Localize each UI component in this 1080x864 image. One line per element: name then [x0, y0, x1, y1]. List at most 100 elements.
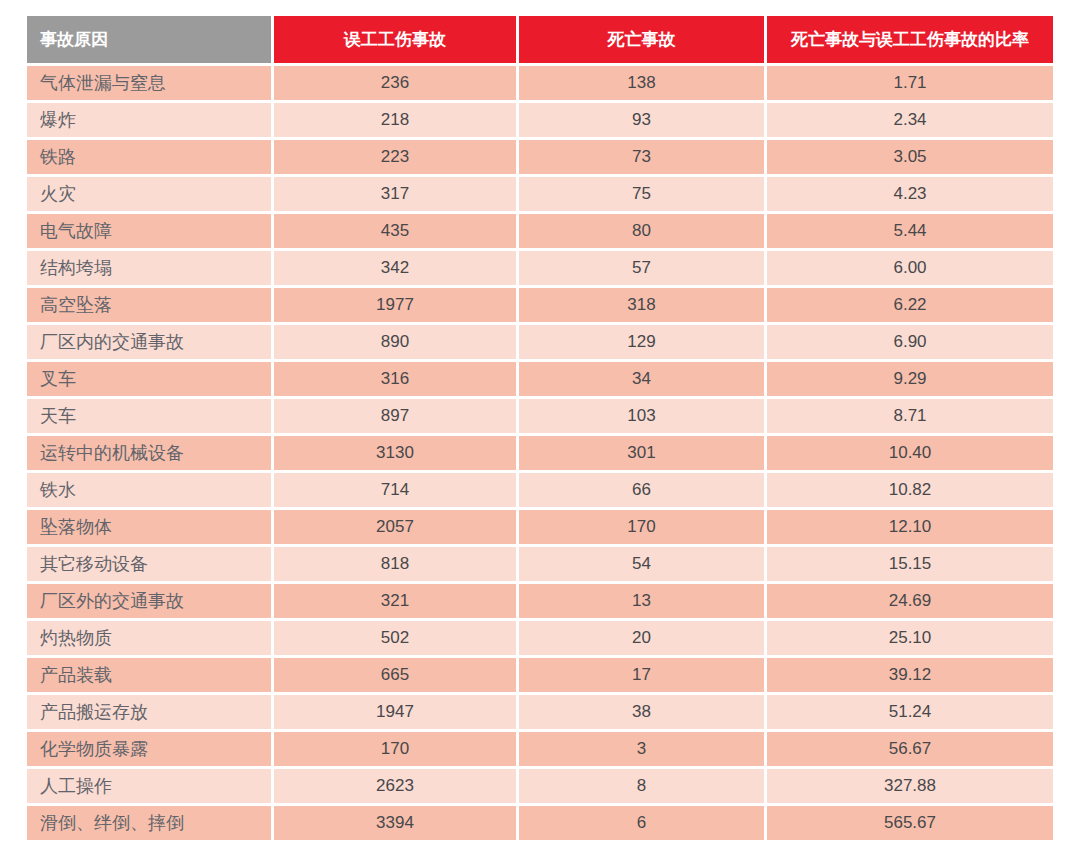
cause-cell: 结构垮塌: [27, 251, 271, 285]
fatal-cell: 8: [519, 769, 764, 803]
table-row: 铁路223733.05: [27, 140, 1053, 174]
cause-cell: 铁路: [27, 140, 271, 174]
lost-time-cell: 2057: [274, 510, 516, 544]
ratio-cell: 24.69: [767, 584, 1053, 618]
cause-cell: 铁水: [27, 473, 271, 507]
lost-time-cell: 435: [274, 214, 516, 248]
table-row: 人工操作26238327.88: [27, 769, 1053, 803]
table-row: 运转中的机械设备313030110.40: [27, 436, 1053, 470]
fatal-cell: 54: [519, 547, 764, 581]
lost-time-cell: 236: [274, 66, 516, 100]
lost-time-cell: 714: [274, 473, 516, 507]
table-row: 高空坠落19773186.22: [27, 288, 1053, 322]
lost-time-cell: 2623: [274, 769, 516, 803]
ratio-cell: 39.12: [767, 658, 1053, 692]
ratio-cell: 5.44: [767, 214, 1053, 248]
fatal-cell: 34: [519, 362, 764, 396]
cause-cell: 高空坠落: [27, 288, 271, 322]
fatal-cell: 138: [519, 66, 764, 100]
ratio-cell: 25.10: [767, 621, 1053, 655]
fatal-cell: 103: [519, 399, 764, 433]
table-row: 产品装载6651739.12: [27, 658, 1053, 692]
cause-cell: 其它移动设备: [27, 547, 271, 581]
accident-statistics-table: 事故原因 误工工伤事故 死亡事故 死亡事故与误工工伤事故的比率 气体泄漏与窒息2…: [24, 13, 1056, 843]
column-header-lost-time: 误工工伤事故: [274, 16, 516, 63]
table-row: 厂区内的交通事故8901296.90: [27, 325, 1053, 359]
lost-time-cell: 818: [274, 547, 516, 581]
cause-cell: 化学物质暴露: [27, 732, 271, 766]
fatal-cell: 75: [519, 177, 764, 211]
lost-time-cell: 897: [274, 399, 516, 433]
ratio-cell: 1.71: [767, 66, 1053, 100]
table-row: 厂区外的交通事故3211324.69: [27, 584, 1053, 618]
fatal-cell: 301: [519, 436, 764, 470]
ratio-cell: 6.90: [767, 325, 1053, 359]
cause-cell: 叉车: [27, 362, 271, 396]
fatal-cell: 57: [519, 251, 764, 285]
fatal-cell: 3: [519, 732, 764, 766]
lost-time-cell: 342: [274, 251, 516, 285]
cause-cell: 爆炸: [27, 103, 271, 137]
cause-cell: 产品装载: [27, 658, 271, 692]
table-row: 叉车316349.29: [27, 362, 1053, 396]
ratio-cell: 327.88: [767, 769, 1053, 803]
lost-time-cell: 890: [274, 325, 516, 359]
lost-time-cell: 223: [274, 140, 516, 174]
fatal-cell: 17: [519, 658, 764, 692]
table-row: 灼热物质5022025.10: [27, 621, 1053, 655]
lost-time-cell: 1947: [274, 695, 516, 729]
lost-time-cell: 665: [274, 658, 516, 692]
cause-cell: 厂区外的交通事故: [27, 584, 271, 618]
cause-cell: 滑倒、绊倒、摔倒: [27, 806, 271, 840]
header-row: 事故原因 误工工伤事故 死亡事故 死亡事故与误工工伤事故的比率: [27, 16, 1053, 63]
cause-cell: 灼热物质: [27, 621, 271, 655]
lost-time-cell: 170: [274, 732, 516, 766]
lost-time-cell: 3394: [274, 806, 516, 840]
ratio-cell: 15.15: [767, 547, 1053, 581]
data-table: 事故原因 误工工伤事故 死亡事故 死亡事故与误工工伤事故的比率 气体泄漏与窒息2…: [24, 13, 1056, 843]
column-header-ratio: 死亡事故与误工工伤事故的比率: [767, 16, 1053, 63]
cause-cell: 运转中的机械设备: [27, 436, 271, 470]
lost-time-cell: 502: [274, 621, 516, 655]
ratio-cell: 51.24: [767, 695, 1053, 729]
ratio-cell: 6.22: [767, 288, 1053, 322]
fatal-cell: 93: [519, 103, 764, 137]
table-row: 爆炸218932.34: [27, 103, 1053, 137]
fatal-cell: 73: [519, 140, 764, 174]
ratio-cell: 2.34: [767, 103, 1053, 137]
fatal-cell: 38: [519, 695, 764, 729]
fatal-cell: 66: [519, 473, 764, 507]
table-row: 火灾317754.23: [27, 177, 1053, 211]
fatal-cell: 80: [519, 214, 764, 248]
column-header-cause: 事故原因: [27, 16, 271, 63]
lost-time-cell: 218: [274, 103, 516, 137]
cause-cell: 火灾: [27, 177, 271, 211]
lost-time-cell: 316: [274, 362, 516, 396]
fatal-cell: 6: [519, 806, 764, 840]
lost-time-cell: 1977: [274, 288, 516, 322]
ratio-cell: 8.71: [767, 399, 1053, 433]
table-row: 结构垮塌342576.00: [27, 251, 1053, 285]
cause-cell: 厂区内的交通事故: [27, 325, 271, 359]
fatal-cell: 318: [519, 288, 764, 322]
cause-cell: 气体泄漏与窒息: [27, 66, 271, 100]
fatal-cell: 20: [519, 621, 764, 655]
fatal-cell: 170: [519, 510, 764, 544]
cause-cell: 电气故障: [27, 214, 271, 248]
table-row: 产品搬运存放19473851.24: [27, 695, 1053, 729]
lost-time-cell: 3130: [274, 436, 516, 470]
ratio-cell: 3.05: [767, 140, 1053, 174]
table-row: 天车8971038.71: [27, 399, 1053, 433]
table-row: 铁水7146610.82: [27, 473, 1053, 507]
ratio-cell: 10.82: [767, 473, 1053, 507]
table-row: 其它移动设备8185415.15: [27, 547, 1053, 581]
column-header-fatal: 死亡事故: [519, 16, 764, 63]
cause-cell: 产品搬运存放: [27, 695, 271, 729]
fatal-cell: 13: [519, 584, 764, 618]
fatal-cell: 129: [519, 325, 764, 359]
table-row: 化学物质暴露170356.67: [27, 732, 1053, 766]
ratio-cell: 6.00: [767, 251, 1053, 285]
lost-time-cell: 321: [274, 584, 516, 618]
lost-time-cell: 317: [274, 177, 516, 211]
ratio-cell: 10.40: [767, 436, 1053, 470]
